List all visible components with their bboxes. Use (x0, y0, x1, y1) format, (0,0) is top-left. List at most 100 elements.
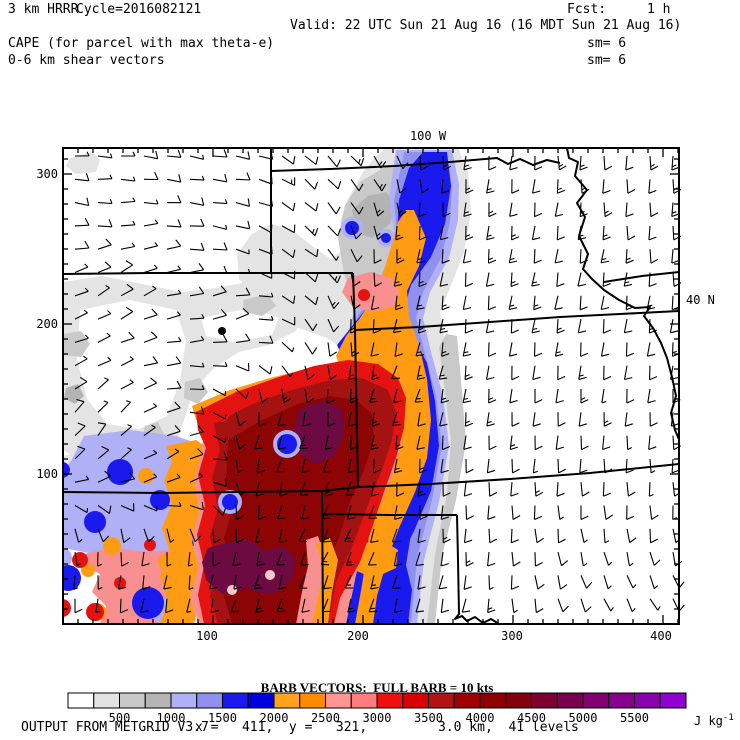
wind-barb (393, 598, 403, 614)
cape-contour-fill (265, 570, 275, 580)
wind-barb (258, 365, 273, 375)
wind-barb (440, 458, 449, 474)
wind-barb (648, 482, 654, 497)
wind-barb (465, 505, 474, 520)
wind-barb (533, 505, 543, 521)
wind-barb (510, 272, 519, 288)
wind-barb (603, 575, 612, 590)
wind-barb (166, 425, 181, 437)
wind-barb (392, 412, 401, 427)
wind-barb (166, 448, 180, 460)
wind-barb (373, 272, 383, 287)
state-border (63, 463, 679, 494)
wind-barb (557, 458, 566, 474)
wind-barb (189, 406, 205, 415)
wind-barb (212, 452, 228, 461)
wind-barb (556, 179, 566, 194)
wind-barb (462, 388, 472, 404)
sm-value-1: sm= 6 (587, 36, 627, 51)
wind-barb (74, 309, 88, 320)
wind-barb (323, 575, 332, 590)
wind-barb (603, 528, 610, 544)
wind-barb (345, 551, 355, 566)
wind-barb (143, 308, 158, 320)
cape-contour-fill (342, 272, 400, 312)
wind-barb (165, 598, 174, 614)
wind-barb (416, 435, 425, 450)
wind-barb (347, 598, 356, 613)
wind-barb (188, 575, 194, 590)
wind-barb (143, 356, 159, 367)
wind-barb (556, 225, 565, 241)
x-axis-tick-label: 100 (196, 629, 218, 643)
wind-barb (327, 272, 342, 284)
wind-barb (277, 412, 286, 427)
wind-barb (97, 422, 107, 436)
wind-barb (120, 447, 132, 460)
wind-barb (97, 199, 113, 205)
wind-barb (258, 292, 274, 298)
cape-contour-fill (240, 546, 296, 594)
wind-barb (304, 295, 319, 306)
wind-barb (143, 504, 158, 512)
wind-barb (212, 361, 228, 367)
wind-barb (392, 318, 402, 334)
wind-barb (602, 319, 612, 334)
wind-barb (189, 425, 204, 437)
wind-barb (277, 435, 287, 450)
wind-barb (442, 155, 452, 171)
colorbar-tick-label: 1000 (156, 711, 186, 725)
wind-barb (465, 458, 474, 474)
output-source-label: OUTPUT FROM METGRID V3.7 (21, 720, 209, 735)
wind-barb (625, 295, 634, 311)
wind-barb (210, 598, 219, 614)
wind-barb (143, 241, 159, 250)
wind-barb (74, 355, 88, 367)
colorbar-tick-label: 500 (108, 711, 131, 725)
wind-barb (327, 412, 336, 427)
wind-barb (370, 295, 380, 311)
wind-barb (602, 482, 612, 497)
wind-barb (212, 224, 228, 230)
colorbar-segment (634, 692, 661, 709)
wind-barb (166, 219, 182, 228)
wind-barb (258, 272, 273, 279)
wind-barb (320, 551, 330, 566)
wind-barb (370, 342, 379, 357)
wind-barb (166, 337, 182, 343)
wind-barb (324, 435, 334, 450)
wind-barb (487, 249, 497, 264)
wind-barb (463, 155, 472, 171)
wind-barb (579, 458, 588, 474)
wind-barb (394, 295, 404, 311)
wind-barb (256, 458, 265, 474)
wind-barb (235, 505, 245, 520)
wind-barb (235, 482, 245, 496)
wind-barb (120, 356, 134, 367)
wind-barb (350, 319, 359, 334)
wind-barb (580, 179, 590, 194)
wind-barb (486, 179, 495, 194)
wind-barb (299, 435, 308, 450)
wind-barb (532, 179, 541, 194)
wind-barb (391, 575, 401, 590)
wind-barb (415, 598, 424, 613)
wind-barb (74, 334, 89, 343)
wind-barb (74, 151, 90, 157)
wind-barb (212, 388, 227, 397)
cape-contour-fill (63, 599, 71, 617)
wind-barb (95, 598, 101, 614)
wind-barb (120, 503, 135, 512)
wind-barb (97, 219, 113, 228)
wind-barb (509, 202, 518, 217)
wind-barb (417, 482, 426, 497)
wind-barb (349, 435, 359, 451)
wind-barb (166, 501, 182, 507)
y-axis-tick-label: 200 (36, 317, 58, 331)
wind-barb (281, 177, 296, 186)
wind-barb (396, 179, 407, 194)
wind-barb (487, 295, 497, 311)
wind-barb (350, 225, 362, 240)
